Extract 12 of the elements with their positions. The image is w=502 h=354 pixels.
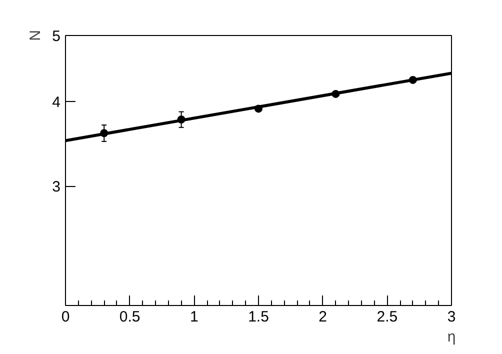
x-tick-label: 0 — [61, 308, 70, 326]
y-tick-label: 3 — [52, 178, 60, 196]
x-axis-title: η — [447, 328, 456, 346]
x-tick-label: 0.5 — [119, 308, 140, 326]
y-tick-label: 5 — [52, 28, 60, 45]
x-tick-label: 3 — [447, 308, 456, 326]
x-tick-label: 2 — [318, 308, 328, 326]
x-tick-label: 1 — [190, 308, 198, 326]
y-axis-title: N — [27, 30, 44, 41]
x-tick-label: 2.5 — [376, 308, 398, 326]
x-tick-label: 1.5 — [248, 308, 269, 326]
y-tick-label: 4 — [52, 94, 60, 111]
